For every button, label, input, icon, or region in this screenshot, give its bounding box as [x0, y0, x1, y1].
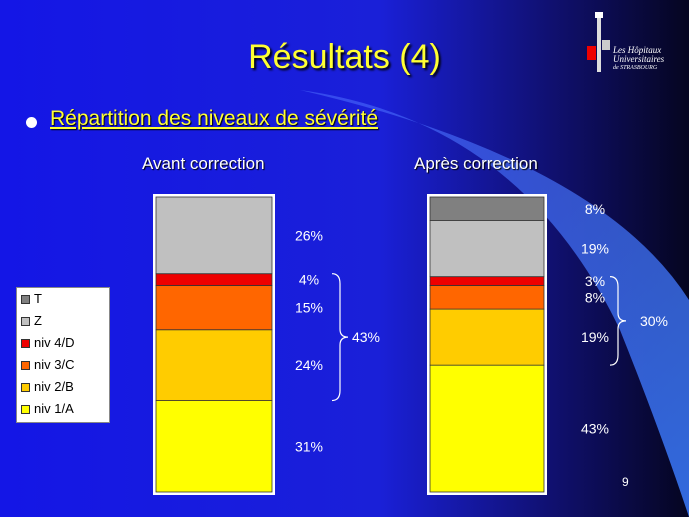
slide-title: Résultats (4) [248, 38, 441, 76]
legend-swatch-5 [21, 405, 30, 414]
data-label-1-2: 8% [585, 289, 605, 305]
bar-segment-0-0 [155, 400, 273, 493]
legend-label-0: T [34, 291, 42, 306]
category-label-0: Avant correction [142, 154, 265, 173]
legend-swatch-3 [21, 361, 30, 370]
logo-line-2: Universitaires [613, 54, 665, 64]
bar-segment-0-3 [155, 273, 273, 286]
bar-segment-1-5 [429, 196, 545, 222]
bar-segment-1-1 [429, 308, 545, 366]
data-label-0-2: 15% [295, 300, 323, 316]
bar-segment-0-1 [155, 329, 273, 401]
logo-line-1: Les Hôpitaux [613, 45, 662, 55]
bar-segment-1-3 [429, 276, 545, 286]
data-label-0-1: 24% [295, 357, 323, 373]
bullet-dot [26, 117, 37, 128]
logo-line-3: de STRASBOURG [613, 65, 658, 71]
legend-label-5: niv 1/A [34, 401, 74, 416]
brace-label-0: 43% [352, 329, 380, 345]
brace-0 [331, 273, 349, 402]
legend-label-3: niv 3/C [34, 357, 75, 372]
data-label-1-3: 3% [585, 273, 605, 289]
data-label-1-1: 19% [581, 329, 609, 345]
legend-label-2: niv 4/D [34, 335, 75, 350]
logo-text: Les Hôpitaux Universitaires de STRASBOUR… [613, 46, 683, 73]
category-label-1: Après correction [414, 154, 538, 173]
bar-segment-0-4 [155, 196, 273, 275]
bar-segment-1-0 [429, 364, 545, 493]
data-label-0-3: 4% [299, 272, 319, 288]
legend-swatch-4 [21, 383, 30, 392]
data-label-0-4: 26% [295, 227, 323, 243]
legend-swatch-2 [21, 339, 30, 348]
data-label-1-0: 43% [581, 421, 609, 437]
bar-segment-1-4 [429, 220, 545, 278]
legend-swatch-0 [21, 295, 30, 304]
logo-icon [587, 12, 610, 72]
brace-1 [609, 276, 627, 366]
legend-swatch-1 [21, 317, 30, 326]
data-label-1-4: 19% [581, 241, 609, 257]
legend-label-4: niv 2/B [34, 379, 74, 394]
bar-segment-0-2 [155, 285, 273, 331]
data-label-0-0: 31% [295, 438, 323, 454]
brace-label-1: 30% [640, 313, 668, 329]
bar-segment-1-2 [429, 285, 545, 310]
data-label-1-5: 8% [585, 201, 605, 217]
legend-label-1: Z [34, 313, 42, 328]
page-number: 9 [622, 475, 629, 489]
bullet-text: Répartition des niveaux de sévérité [50, 107, 379, 130]
